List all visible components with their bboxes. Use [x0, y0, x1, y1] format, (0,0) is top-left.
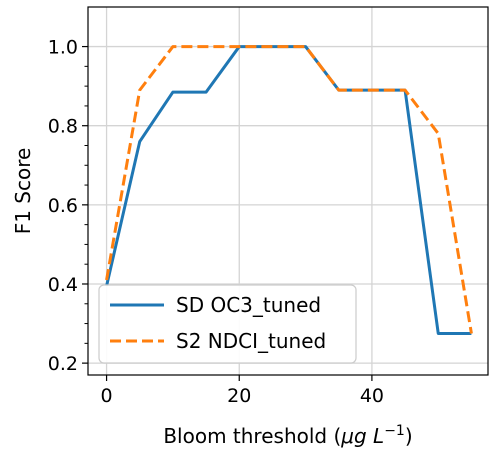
series-line	[105, 45, 472, 335]
plot-frame	[87, 6, 489, 376]
x-tick-label: 20	[227, 385, 251, 407]
y-tick-label: 0.4	[48, 274, 78, 296]
axis-ticks: 0 20 40 0.2 0.4 0.6 0.8 1.0	[48, 37, 384, 407]
y-tick-label: 0.6	[48, 195, 78, 217]
plot-series	[105, 45, 473, 335]
legend-label: SD OC3_tuned	[176, 293, 321, 317]
legend: SD OC3_tuned S2 NDCI_tuned	[98, 284, 357, 364]
x-tick-label: 0	[101, 385, 113, 407]
y-axis-label: F1 Score	[11, 148, 35, 235]
y-tick-label: 0.8	[48, 116, 78, 138]
y-tick-label: 0.2	[48, 353, 78, 375]
x-tick-label: 40	[360, 385, 384, 407]
legend-label: S2 NDCI_tuned	[176, 329, 326, 353]
x-axis-label: Bloom threshold (μg L−1)	[163, 423, 412, 448]
y-tick-label: 1.0	[48, 37, 78, 59]
